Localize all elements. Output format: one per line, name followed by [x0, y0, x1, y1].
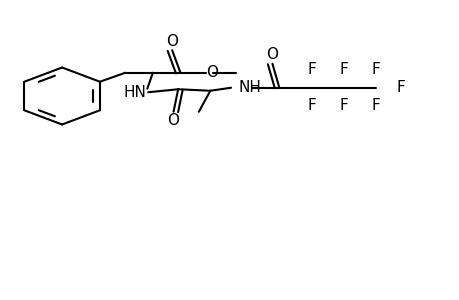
Text: F: F — [371, 98, 380, 113]
Text: F: F — [339, 62, 347, 77]
Text: NH: NH — [238, 80, 261, 95]
Text: F: F — [307, 98, 315, 113]
Text: F: F — [396, 80, 405, 95]
Text: F: F — [371, 62, 380, 77]
Text: F: F — [307, 62, 315, 77]
Text: O: O — [167, 113, 179, 128]
Text: O: O — [205, 65, 217, 80]
Text: F: F — [339, 98, 347, 113]
Text: O: O — [166, 34, 178, 49]
Text: HN: HN — [123, 85, 146, 100]
Text: O: O — [266, 47, 278, 62]
